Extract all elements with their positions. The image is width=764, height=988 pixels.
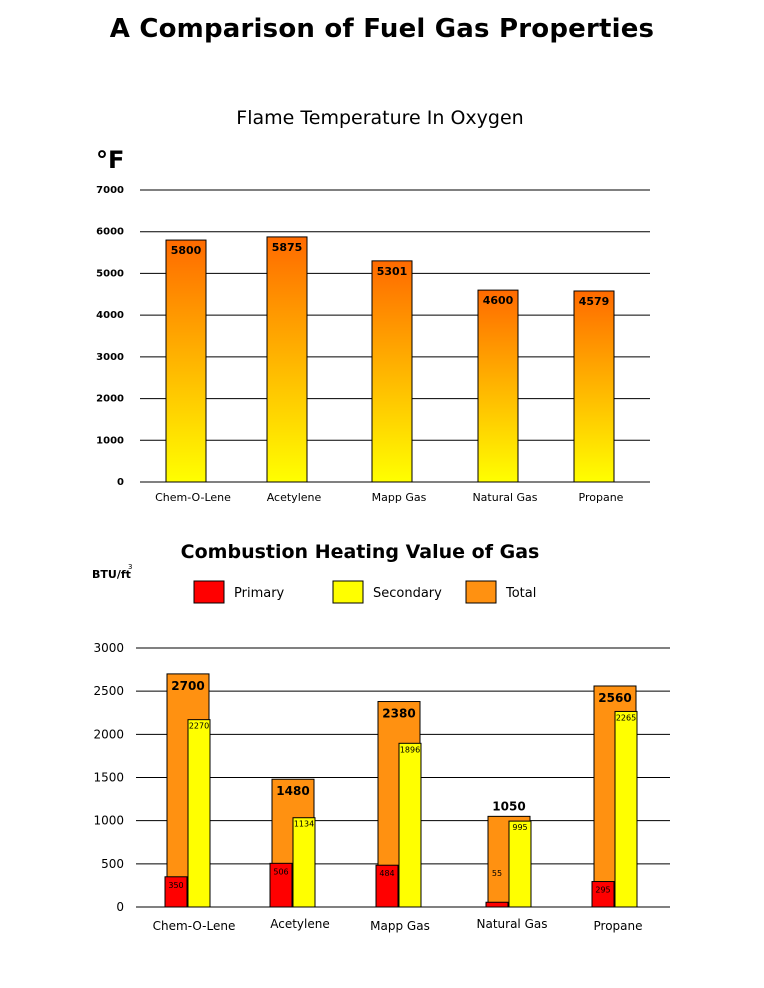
flame-temperature-chart: Flame Temperature In Oxygen °F 0 1000 2000…	[96, 107, 650, 504]
flame-y-tick-label: 2000	[96, 394, 124, 405]
primary-bar	[591, 881, 615, 908]
flame-x-ticks: Chem-O-Lene Acetylene Mapp Gas Natural Gas P…	[155, 491, 624, 504]
flame-bar	[371, 260, 413, 483]
primary-bar	[375, 864, 399, 908]
heating-x-ticks: Chem-O-Lene Acetylene Mapp Gas Natural Gas P…	[153, 917, 643, 933]
flame-y-tick-label: 5000	[96, 268, 124, 279]
heating-y-axis-label-superscript: 3	[128, 563, 132, 571]
legend-swatch-primary	[193, 580, 225, 604]
page-title: A Comparison of Fuel Gas Properties	[109, 14, 655, 44]
flame-y-tick-label: 1000	[96, 435, 124, 446]
heating-chart-title: Combustion Heating Value of Gas	[181, 541, 540, 563]
heating-x-tick-label: Propane	[594, 919, 643, 933]
flame-bar-value-label: 5301	[377, 265, 408, 278]
secondary-bar-value-label: 2270	[189, 722, 209, 731]
legend-label-secondary: Secondary	[373, 586, 442, 601]
primary-bar-value-label: 484	[379, 869, 394, 878]
primary-bar-value-label: 295	[595, 886, 610, 895]
total-bar-value-label: 1050	[492, 799, 525, 813]
heating-value-chart: Combustion Heating Value of Gas BTU/ft 3…	[92, 541, 670, 933]
primary-bar-value-label: 350	[168, 881, 183, 890]
flame-bars: 5800 5875 5301 4600 4579	[165, 236, 615, 483]
secondary-bar	[292, 817, 316, 908]
flame-x-tick-label: Propane	[579, 491, 624, 504]
flame-bar	[573, 290, 615, 483]
heating-y-tick-label: 500	[101, 857, 124, 871]
heating-legend: Primary Secondary Total	[193, 580, 536, 604]
flame-y-tick-label: 4000	[96, 310, 124, 321]
heating-y-ticks: 0 500 1000 1500 2000 2500 3000	[93, 641, 124, 914]
flame-bar	[165, 239, 207, 483]
primary-bar-value-label: 506	[273, 867, 288, 876]
flame-y-ticks: 0 1000 2000 3000 4000 5000 6000 7000	[96, 185, 124, 488]
primary-bar	[269, 862, 293, 908]
flame-chart-title: Flame Temperature In Oxygen	[236, 107, 523, 129]
heating-bars: 2700 2270 350 1480 1134 506 2380 1896 484 1050 995…	[164, 673, 638, 908]
heating-y-tick-label: 2500	[93, 684, 124, 698]
flame-bar-value-label: 4579	[579, 295, 610, 308]
secondary-bar	[508, 820, 532, 908]
flame-bar-value-label: 4600	[483, 294, 514, 307]
heating-x-tick-label: Chem-O-Lene	[153, 919, 236, 933]
heating-x-tick-label: Mapp Gas	[370, 919, 430, 933]
legend-swatch-total	[465, 580, 497, 604]
total-bar-value-label: 2380	[382, 707, 415, 721]
secondary-bar-value-label: 1896	[400, 745, 420, 754]
total-bar-value-label: 2700	[171, 679, 204, 693]
total-bar-value-label: 1480	[276, 784, 309, 798]
flame-y-tick-label: 0	[117, 477, 124, 488]
total-bar-value-label: 2560	[598, 691, 631, 705]
flame-y-tick-label: 6000	[96, 227, 124, 238]
flame-bar	[266, 236, 308, 483]
flame-y-axis-label: °F	[96, 146, 124, 174]
flame-y-tick-label: 3000	[96, 352, 124, 363]
heating-y-tick-label: 2000	[93, 727, 124, 741]
heating-x-tick-label: Natural Gas	[477, 917, 548, 931]
legend-swatch-secondary	[332, 580, 364, 604]
primary-bar	[164, 876, 188, 908]
heating-y-tick-label: 3000	[93, 641, 124, 655]
legend-label-primary: Primary	[234, 586, 285, 601]
legend-label-total: Total	[505, 586, 536, 601]
secondary-bar	[187, 719, 211, 908]
primary-bar	[485, 901, 509, 908]
flame-x-tick-label: Chem-O-Lene	[155, 491, 231, 504]
flame-bar	[477, 289, 519, 483]
flame-x-tick-label: Mapp Gas	[372, 491, 427, 504]
heating-y-axis-label: BTU/ft	[92, 568, 131, 581]
secondary-bar-value-label: 995	[512, 823, 527, 832]
flame-bar-value-label: 5875	[272, 241, 303, 254]
flame-bar-value-label: 5800	[171, 244, 202, 257]
heating-x-tick-label: Acetylene	[270, 917, 330, 931]
heating-y-tick-label: 0	[116, 900, 124, 914]
flame-x-tick-label: Natural Gas	[472, 491, 537, 504]
flame-x-tick-label: Acetylene	[267, 491, 322, 504]
secondary-bar	[398, 742, 422, 908]
heating-y-tick-label: 1500	[93, 771, 124, 785]
heating-y-tick-label: 1000	[93, 814, 124, 828]
primary-bar-value-label: 55	[492, 869, 502, 878]
flame-y-tick-label: 7000	[96, 185, 124, 196]
secondary-bar	[614, 710, 638, 908]
secondary-bar-value-label: 1134	[294, 820, 314, 829]
secondary-bar-value-label: 2265	[616, 713, 636, 722]
